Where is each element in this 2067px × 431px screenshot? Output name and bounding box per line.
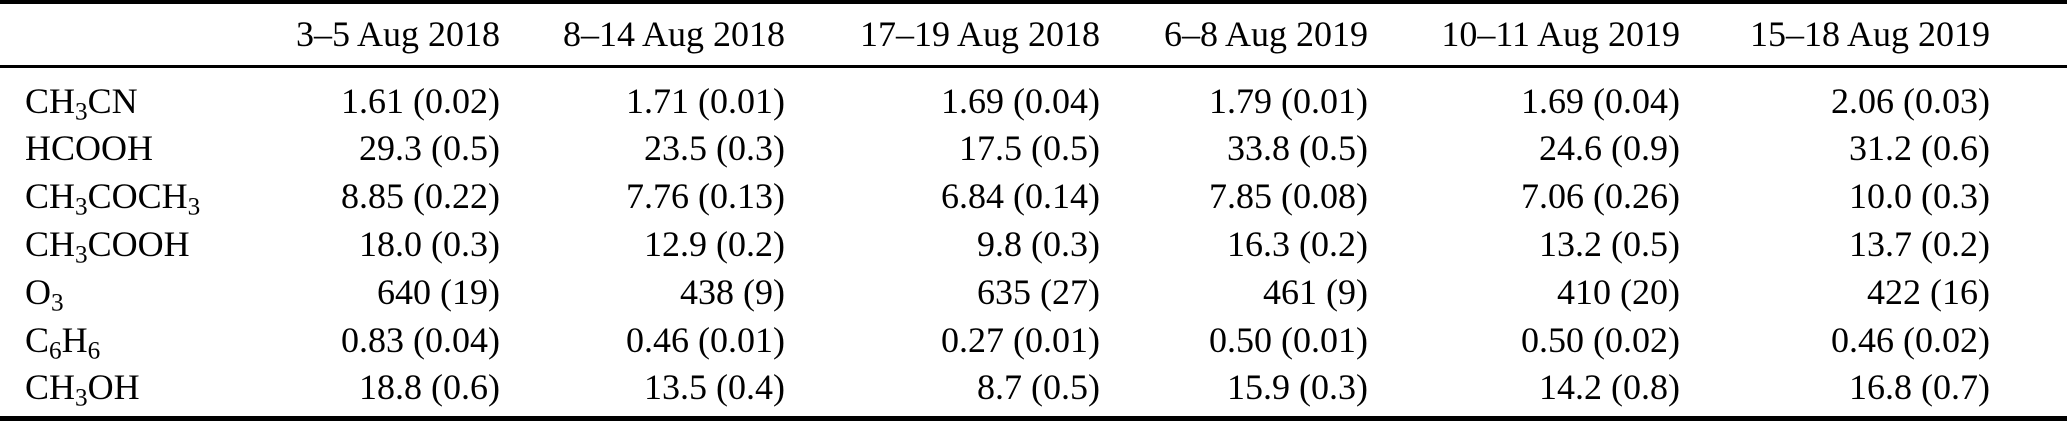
table-row-o3: O3 640 (19) 438 (9) 635 (27) 461 (9) 410… bbox=[0, 268, 2067, 316]
measurement-value: 8.7 (0.5) bbox=[977, 366, 1100, 407]
compound-formula: HCOOH bbox=[0, 124, 230, 172]
column-header-date: 8–14 Aug 2018 bbox=[500, 2, 785, 68]
measurement-value: 422 (16) bbox=[1867, 272, 1990, 312]
measurement-value: 6.84 (0.14) bbox=[941, 176, 1100, 216]
measurement-value: 640 (19) bbox=[377, 272, 500, 312]
column-header-date: 17–19 Aug 2018 bbox=[785, 2, 1100, 68]
measurement-value: 17.5 (0.5) bbox=[959, 128, 1100, 168]
measurement-value: 1.61 (0.02) bbox=[341, 80, 500, 121]
measurement-value: 7.76 (0.13) bbox=[626, 176, 785, 216]
measurement-value: 31.2 (0.6) bbox=[1849, 128, 1990, 168]
measurement-value: 461 (9) bbox=[1263, 272, 1368, 312]
formula-text: CH bbox=[25, 80, 76, 121]
measurement-value: 14.2 (0.8) bbox=[1539, 366, 1680, 407]
table-row-ch3coch3: CH3COCH3 8.85 (0.22) 7.76 (0.13) 6.84 (0… bbox=[0, 172, 2067, 220]
measurement-value: 0.46 (0.02) bbox=[1831, 320, 1990, 360]
measurement-value: 2.06 (0.03) bbox=[1831, 80, 1990, 121]
measurement-value: 7.85 (0.08) bbox=[1209, 176, 1368, 216]
formula-text: H bbox=[61, 320, 88, 360]
measurement-value: 0.50 (0.01) bbox=[1209, 320, 1368, 360]
compound-formula: CH3COOH bbox=[0, 220, 230, 268]
measurement-value: 16.8 (0.7) bbox=[1849, 366, 1990, 407]
measurement-value: 13.5 (0.4) bbox=[644, 366, 785, 407]
measurement-value: 0.27 (0.01) bbox=[941, 320, 1100, 360]
measurement-value: 0.46 (0.01) bbox=[626, 320, 785, 360]
measurement-value: 12.9 (0.2) bbox=[644, 224, 785, 264]
compound-formula: C6H6 bbox=[0, 316, 230, 364]
header-row: 3–5 Aug 2018 8–14 Aug 2018 17–19 Aug 201… bbox=[0, 2, 2067, 68]
measurement-value: 635 (27) bbox=[977, 272, 1100, 312]
measurement-value: 1.71 (0.01) bbox=[626, 80, 785, 121]
compound-formula: O3 bbox=[0, 268, 230, 316]
measurement-value: 7.06 (0.26) bbox=[1521, 176, 1680, 216]
formula-subscript: 3 bbox=[75, 384, 88, 412]
table-row-c6h6: C6H6 0.83 (0.04) 0.46 (0.01) 0.27 (0.01)… bbox=[0, 316, 2067, 364]
column-header-date: 15–18 Aug 2019 bbox=[1680, 2, 2067, 68]
measurement-value: 24.6 (0.9) bbox=[1539, 128, 1680, 168]
measurement-value: 10.0 (0.3) bbox=[1849, 176, 1990, 216]
compound-formula: CH3OH bbox=[0, 364, 230, 418]
measurement-value: 15.9 (0.3) bbox=[1227, 366, 1368, 407]
measurement-value: 8.85 (0.22) bbox=[341, 176, 500, 216]
measurement-value: 33.8 (0.5) bbox=[1227, 128, 1368, 168]
formula-subscript: 6 bbox=[49, 337, 62, 365]
column-header-date: 10–11 Aug 2019 bbox=[1368, 2, 1680, 68]
formula-text: CN bbox=[87, 80, 138, 121]
formula-text: OH bbox=[87, 366, 140, 407]
formula-subscript: 3 bbox=[75, 193, 88, 221]
formula-subscript: 6 bbox=[87, 337, 101, 365]
compound-formula: CH3COCH3 bbox=[0, 172, 230, 220]
measurement-value: 410 (20) bbox=[1557, 272, 1680, 312]
measurement-value: 1.69 (0.04) bbox=[941, 80, 1100, 121]
formula-text: O bbox=[25, 272, 51, 312]
formula-subscript: 3 bbox=[75, 241, 88, 269]
corner-cell bbox=[0, 2, 230, 68]
formula-subscript: 3 bbox=[75, 98, 88, 126]
formula-text: HCOOH bbox=[25, 128, 154, 168]
compound-formula: CH3CN bbox=[0, 66, 230, 124]
formula-subscript: 3 bbox=[51, 289, 64, 317]
formula-text: CH bbox=[25, 224, 76, 264]
table-row-ch3cooh: CH3COOH 18.0 (0.3) 12.9 (0.2) 9.8 (0.3) … bbox=[0, 220, 2067, 268]
formula-text: C bbox=[25, 320, 50, 360]
formula-text: COOH bbox=[87, 224, 190, 264]
formula-text: CH bbox=[25, 176, 76, 216]
measurement-value: 1.79 (0.01) bbox=[1209, 80, 1368, 121]
measurement-value: 1.69 (0.04) bbox=[1521, 80, 1680, 121]
table-row-hcooh: HCOOH 29.3 (0.5) 23.5 (0.3) 17.5 (0.5) 3… bbox=[0, 124, 2067, 172]
table-row-ch3cn: CH3CN 1.61 (0.02) 1.71 (0.01) 1.69 (0.04… bbox=[0, 66, 2067, 124]
measurement-value: 13.2 (0.5) bbox=[1539, 224, 1680, 264]
formula-subscript: 3 bbox=[187, 193, 201, 221]
formula-text: COCH bbox=[87, 176, 188, 216]
measurement-value: 9.8 (0.3) bbox=[977, 224, 1100, 264]
measurements-table: 3–5 Aug 2018 8–14 Aug 2018 17–19 Aug 201… bbox=[0, 0, 2067, 421]
measurement-value: 13.7 (0.2) bbox=[1849, 224, 1990, 264]
measurement-value: 18.0 (0.3) bbox=[359, 224, 500, 264]
measurement-value: 16.3 (0.2) bbox=[1227, 224, 1368, 264]
measurement-value: 23.5 (0.3) bbox=[644, 128, 785, 168]
formula-text: CH bbox=[25, 366, 76, 407]
table-row-ch3oh: CH3OH 18.8 (0.6) 13.5 (0.4) 8.7 (0.5) 15… bbox=[0, 364, 2067, 418]
column-header-date: 6–8 Aug 2019 bbox=[1100, 2, 1368, 68]
column-header-date: 3–5 Aug 2018 bbox=[230, 2, 500, 68]
measurement-value: 438 (9) bbox=[680, 272, 785, 312]
measurement-value: 0.50 (0.02) bbox=[1521, 320, 1680, 360]
measurement-value: 18.8 (0.6) bbox=[359, 366, 500, 407]
measurement-value: 29.3 (0.5) bbox=[359, 128, 500, 168]
measurement-value: 0.83 (0.04) bbox=[341, 320, 500, 360]
